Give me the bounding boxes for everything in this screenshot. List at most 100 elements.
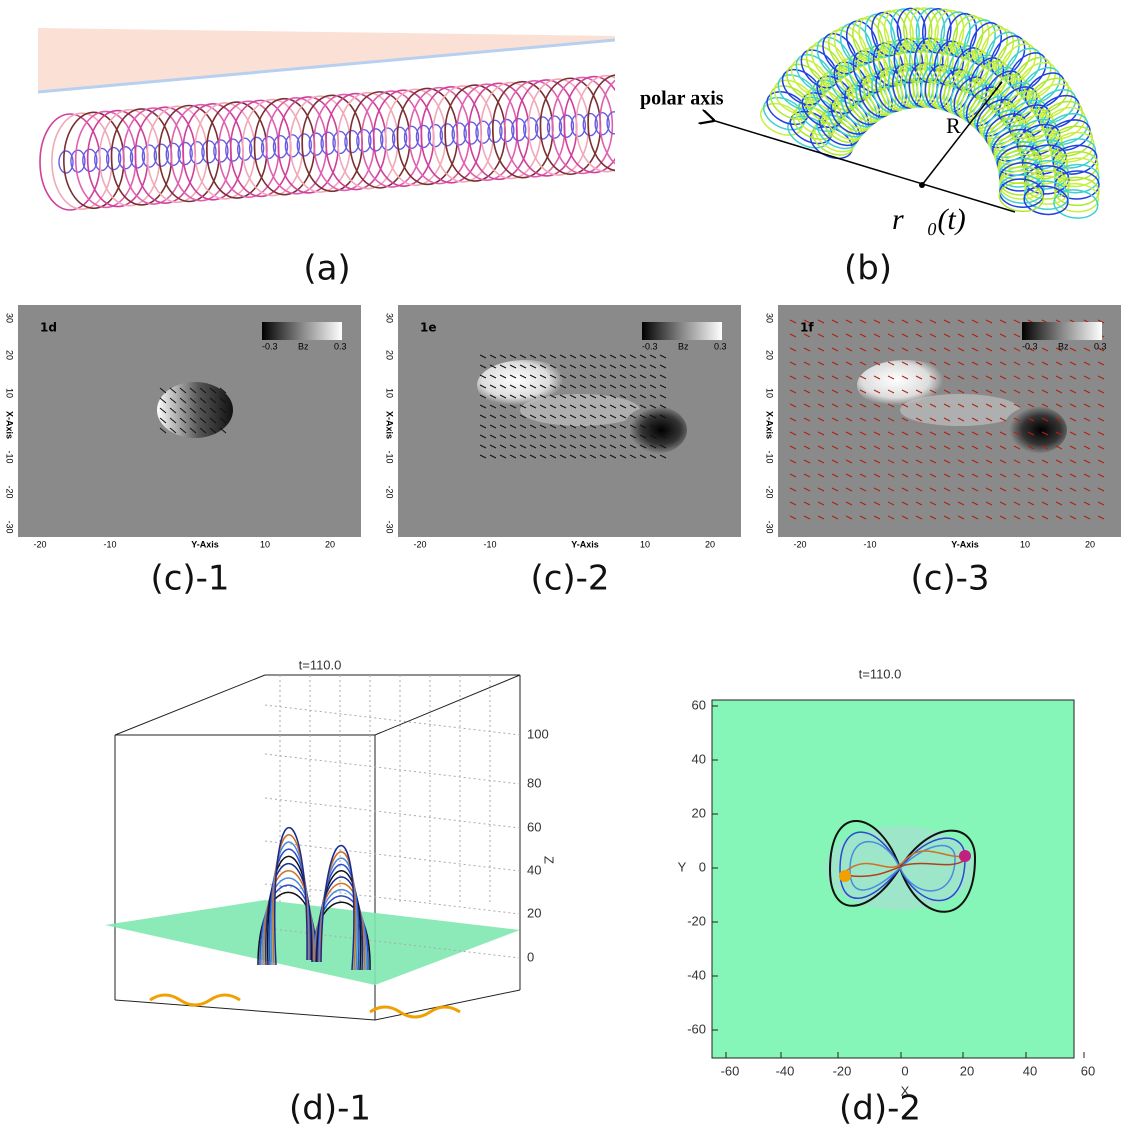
field-arrow bbox=[985, 431, 993, 436]
field-arrow bbox=[569, 454, 577, 459]
orbit-loop bbox=[790, 58, 830, 97]
field-arrow bbox=[639, 414, 647, 419]
orbit-loop bbox=[787, 115, 831, 149]
field-arrow bbox=[499, 404, 507, 409]
footprint bbox=[369, 1005, 461, 1019]
colorbar bbox=[1022, 322, 1102, 340]
field-arrow bbox=[859, 487, 867, 492]
field-arrow bbox=[859, 403, 867, 408]
field-arrow bbox=[957, 403, 965, 408]
y-tick-label: -30 bbox=[5, 520, 15, 533]
field-arrow bbox=[549, 404, 557, 409]
flux-blob bbox=[623, 406, 687, 454]
field-arrow bbox=[803, 403, 811, 408]
field-arrow bbox=[549, 394, 557, 399]
field-arrow bbox=[629, 394, 637, 399]
x-tick-label: -40 bbox=[776, 1063, 795, 1078]
field-arrow bbox=[789, 417, 797, 422]
field-arrow bbox=[1097, 445, 1105, 450]
field-arrow bbox=[817, 473, 825, 478]
orbit-loop bbox=[1050, 131, 1095, 163]
field-arrow bbox=[1083, 445, 1091, 450]
orbit-loop bbox=[769, 85, 812, 121]
field-arrow bbox=[887, 389, 895, 394]
field-arrow bbox=[915, 347, 923, 352]
field-arrow bbox=[803, 389, 811, 394]
field-arrow bbox=[489, 404, 497, 409]
field-arrow bbox=[579, 414, 587, 419]
orbit-loop bbox=[1054, 170, 1100, 200]
field-arrow bbox=[873, 473, 881, 478]
z-tick-label: 0 bbox=[527, 949, 534, 964]
field-arrow bbox=[589, 354, 597, 359]
field-arrow bbox=[619, 444, 627, 449]
field-arrow bbox=[1041, 403, 1049, 408]
field-arrow bbox=[599, 414, 607, 419]
field-arrow bbox=[219, 407, 227, 414]
field-arrow bbox=[499, 414, 507, 419]
y-axis-label: X-Axis bbox=[5, 411, 15, 439]
panel-label: (a) bbox=[303, 249, 350, 289]
orbit-loop bbox=[896, 7, 927, 54]
inner-loop bbox=[487, 119, 503, 144]
orbit-loop bbox=[940, 11, 971, 57]
field-arrow bbox=[599, 394, 607, 399]
field-arrow bbox=[929, 347, 937, 352]
field-arrow bbox=[831, 501, 839, 506]
field-arrow bbox=[1097, 361, 1105, 366]
field-arrow bbox=[1027, 487, 1035, 492]
field-arrow bbox=[519, 444, 527, 449]
x-tick-label: 20 bbox=[960, 1063, 974, 1078]
x-tick-label: 20 bbox=[1085, 539, 1095, 549]
x-axis-label: Y-Axis bbox=[571, 539, 599, 549]
field-arrow bbox=[579, 434, 587, 439]
field-arrow bbox=[1055, 347, 1063, 352]
field-arrow bbox=[599, 364, 607, 369]
field-arrow bbox=[1013, 375, 1021, 380]
field-arrow bbox=[629, 374, 637, 379]
field-arrow bbox=[971, 487, 979, 492]
field-arrow bbox=[189, 407, 197, 414]
field-arrow bbox=[499, 434, 507, 439]
field-arrow bbox=[1083, 487, 1091, 492]
field-arrow bbox=[789, 333, 797, 338]
field-arrow bbox=[985, 389, 993, 394]
field-arrow bbox=[845, 347, 853, 352]
field-arrow bbox=[479, 364, 487, 369]
inner-loop bbox=[213, 139, 229, 163]
field-arrow bbox=[639, 404, 647, 409]
field-arrow bbox=[589, 414, 597, 419]
field-arrow bbox=[817, 361, 825, 366]
field-arrow bbox=[957, 319, 965, 324]
field-arrow bbox=[845, 417, 853, 422]
orbit-loop bbox=[946, 12, 978, 58]
panel-label: (b) bbox=[844, 249, 892, 289]
field-arrow bbox=[589, 384, 597, 389]
field-arrow bbox=[929, 375, 937, 380]
field-arrow bbox=[1055, 487, 1063, 492]
y-axis-label: X-Axis bbox=[385, 411, 395, 439]
inner-loop bbox=[260, 135, 277, 160]
field-arrow bbox=[1097, 319, 1105, 324]
colorbar-max: 0.3 bbox=[1094, 341, 1107, 351]
field-arrow bbox=[529, 444, 537, 449]
field-arrow bbox=[169, 397, 177, 404]
field-arrow bbox=[929, 319, 937, 324]
field-arrow bbox=[639, 384, 647, 389]
field-arrow bbox=[609, 444, 617, 449]
field-arrow bbox=[831, 389, 839, 394]
orbit-loop bbox=[766, 91, 809, 126]
field-arrow bbox=[943, 459, 951, 464]
field-arrow bbox=[929, 361, 937, 366]
field-arrow bbox=[901, 347, 909, 352]
orbit-loop bbox=[1053, 182, 1100, 213]
field-arrow bbox=[489, 424, 497, 429]
field-arrow bbox=[817, 375, 825, 380]
field-arrow bbox=[1097, 473, 1105, 478]
y-tick-label: 40 bbox=[692, 751, 706, 766]
field-arrow bbox=[831, 375, 839, 380]
field-arrow bbox=[831, 431, 839, 436]
field-arrow bbox=[1069, 375, 1077, 380]
field-arrow bbox=[915, 361, 923, 366]
